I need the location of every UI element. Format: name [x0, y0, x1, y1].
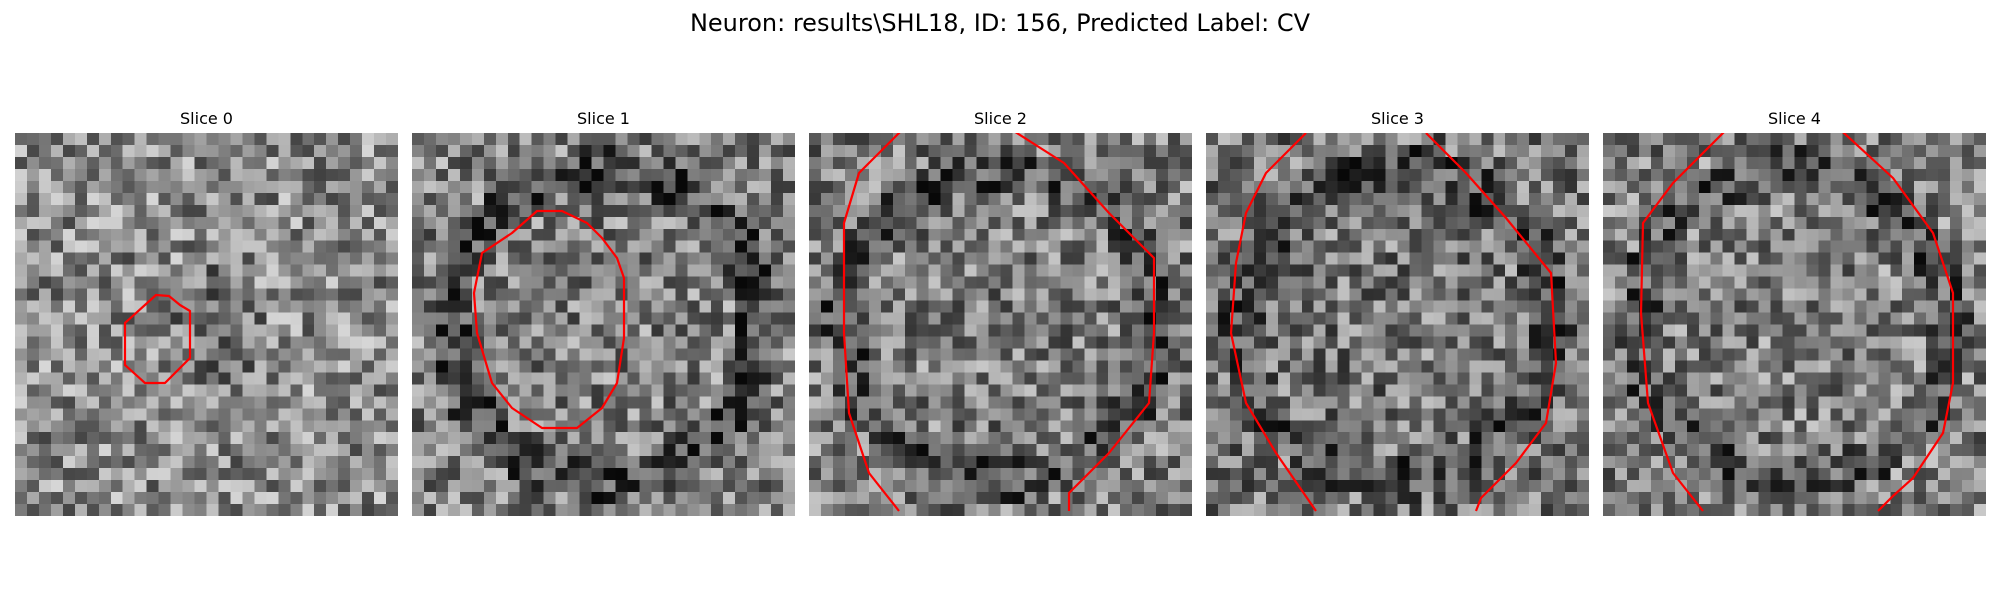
contour-line [1425, 133, 1558, 512]
contour-line [1639, 133, 1725, 512]
pixel-grid [1603, 133, 1986, 516]
slice-image [1603, 133, 1986, 516]
panel-title: Slice 2 [974, 109, 1027, 128]
panel-title: Slice 1 [577, 109, 630, 128]
contour-line [1842, 133, 1955, 512]
contour-line [123, 293, 192, 385]
slice-image [809, 133, 1192, 516]
figure-title: Neuron: results\SHL18, ID: 156, Predicte… [689, 9, 1311, 37]
contour-line [1229, 133, 1317, 512]
panel-title: Slice 4 [1768, 109, 1821, 128]
contour-line [842, 133, 901, 512]
pixel-grid [1206, 133, 1589, 516]
slice-image [412, 133, 795, 516]
contour-line [472, 209, 626, 430]
panel-title: Slice 3 [1371, 109, 1424, 128]
pixel-grid [809, 133, 1192, 516]
slice-image [1206, 133, 1589, 516]
slice-image [15, 133, 398, 516]
pixel-grid [15, 133, 398, 516]
panel-title: Slice 0 [180, 109, 233, 128]
pixel-grid [412, 133, 795, 516]
contour-line [1014, 133, 1156, 511]
